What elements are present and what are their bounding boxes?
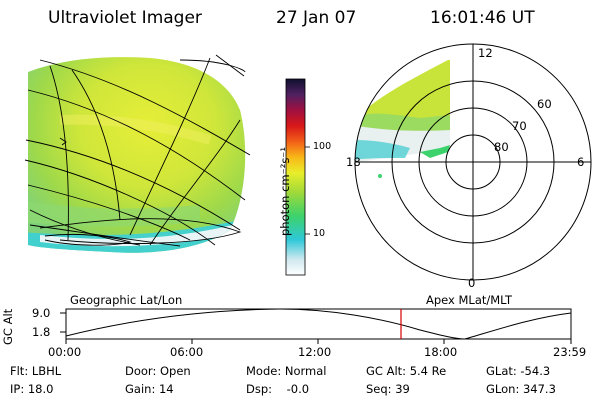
- timeline-x-tick-0000: 00:00: [48, 345, 82, 359]
- footer-seq: Seq: 39: [366, 382, 410, 396]
- mlt-label-12: 12: [478, 46, 493, 60]
- instrument-title: Ultraviolet Imager: [48, 8, 202, 28]
- globe-image: [24, 54, 251, 253]
- timeline-y-tick-1-8: 1.8: [32, 325, 51, 339]
- colorbar-tick-10: 10: [313, 228, 326, 239]
- footer-flt: Flt: LBHL: [10, 364, 62, 378]
- lat-label-60: 60: [537, 97, 552, 111]
- footer-gc-alt: GC Alt: 5.4 Re: [366, 364, 447, 378]
- polar-plot: [354, 43, 592, 281]
- date-label: 27 Jan 07: [276, 8, 357, 28]
- timeline-x-tick-0600: 06:00: [170, 345, 204, 359]
- footer-dsp: Dsp: -0.0: [246, 382, 310, 396]
- footer-ip: IP: 18.0: [10, 382, 54, 396]
- footer-gain: Gain: 14: [125, 382, 174, 396]
- timeline-plot: [60, 308, 572, 344]
- timeline-y-tick-9: 9.0: [32, 306, 51, 320]
- footer-glon: GLon: 347.3: [486, 382, 556, 396]
- timeline-left-title: Geographic Lat/Lon: [70, 293, 183, 307]
- footer-door: Door: Open: [125, 364, 191, 378]
- footer-mode: Mode: Normal: [246, 364, 327, 378]
- timeline-y-axis-label: GC Alt: [1, 308, 15, 345]
- timeline-right-title: Apex MLat/MLT: [426, 293, 513, 307]
- colorbar-unit-label: photon cm⁻²s⁻¹: [278, 147, 292, 236]
- timeline-x-tick-2359: 23:59: [553, 345, 587, 359]
- mlt-label-6: 6: [577, 155, 585, 169]
- colorbar: [285, 78, 310, 276]
- time-label: 16:01:46 UT: [430, 8, 535, 28]
- footer-glat: GLat: -54.3: [486, 364, 551, 378]
- mlt-label-0: 0: [468, 276, 476, 290]
- mlt-label-18: 18: [346, 155, 361, 169]
- colorbar-tick-100: 100: [313, 141, 332, 152]
- timeline-x-tick-1200: 12:00: [298, 345, 332, 359]
- timeline-x-tick-1800: 18:00: [424, 345, 458, 359]
- lat-label-70: 70: [512, 119, 527, 133]
- lat-label-80: 80: [494, 140, 509, 154]
